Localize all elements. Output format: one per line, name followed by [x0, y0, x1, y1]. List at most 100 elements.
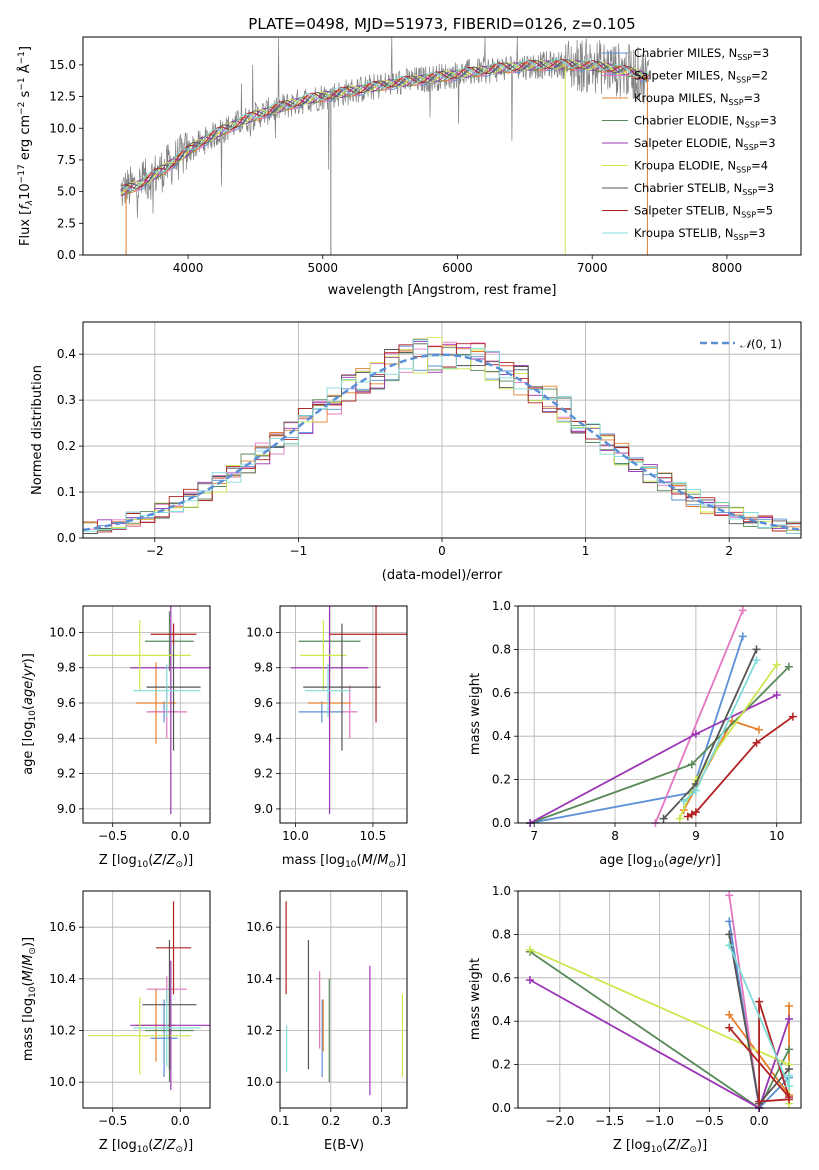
x-tick-label: 4000	[173, 261, 204, 275]
legend-entry-label: Kroupa MILES, NSSP=3	[634, 91, 760, 107]
plus-marker	[785, 1071, 794, 1080]
y-tick-label: 5.0	[57, 185, 76, 199]
y-tick-label: 9.0	[254, 802, 273, 816]
y-tick-label: 9.4	[254, 731, 273, 745]
plus-marker	[725, 941, 734, 950]
plus-marker	[691, 786, 700, 795]
x-tick-label: −1.5	[595, 1114, 624, 1128]
y-tick-label: 10.2	[246, 1024, 273, 1038]
plus-marker	[738, 632, 747, 641]
histogram-step	[82, 339, 802, 538]
plus-marker	[687, 760, 696, 769]
y-tick-label: 7.5	[57, 153, 76, 167]
spectrum-x-label: wavelength [Angstrom, rest frame]	[328, 283, 557, 298]
x-tick-label: 0.2	[321, 1114, 340, 1128]
weight-vs-metallicity-panel: −2.0 −1.5 −1.0 −0.5 0.0 0.0 0.2 0.4 0.6 0.8 1.0 Z …	[468, 884, 802, 1155]
x-tick-label: 7000	[577, 261, 608, 275]
model-spectrum-line	[120, 59, 649, 191]
y-tick-label: 9.2	[57, 767, 76, 781]
model-spectrum-line	[120, 58, 650, 189]
plus-marker	[755, 997, 764, 1006]
x-tick-label: −0.5	[695, 1114, 724, 1128]
plus-marker	[687, 810, 696, 819]
plus-marker	[785, 1015, 794, 1024]
plus-marker	[772, 690, 781, 699]
x-tick-label: −2.0	[545, 1114, 574, 1128]
x-tick-label: 6000	[442, 261, 473, 275]
plus-marker	[785, 1082, 794, 1091]
x-tick-label: −1	[290, 544, 308, 558]
plus-marker	[691, 730, 700, 739]
legend-entry-label: Salpeter MILES, NSSP=2	[634, 69, 768, 85]
x-tick-label: 2	[725, 544, 733, 558]
y-tick-label: 0.8	[492, 927, 511, 941]
y-tick-label: 12.5	[49, 90, 76, 104]
legend-entry-label: Chabrier STELIB, NSSP=3	[634, 181, 774, 197]
plus-marker	[525, 975, 534, 984]
weight-z-y-label: mass weight	[468, 958, 483, 1040]
plus-marker	[683, 812, 692, 821]
plus-marker	[788, 712, 797, 721]
y-tick-label: 2.5	[57, 216, 76, 230]
histogram-x-label: (data-model)/error	[382, 568, 503, 583]
y-tick-label: 9.6	[254, 696, 273, 710]
weight-vs-age-panel: 7 8 9 10 0.0 0.2 0.4 0.6 0.8 1.0 age [log10(age/y…	[468, 599, 802, 870]
plus-marker	[738, 606, 747, 615]
plus-marker	[725, 891, 734, 900]
spectrum-panel: PLATE=0498, MJD=51973, FIBERID=0126, z=0…	[17, 15, 802, 298]
y-tick-label: 0.6	[492, 971, 511, 985]
plus-marker	[785, 1002, 794, 1011]
x-tick-label: 10.5	[360, 829, 387, 843]
y-tick-label: 0.4	[492, 1014, 511, 1028]
plus-marker	[725, 930, 734, 939]
plus-marker	[785, 1045, 794, 1054]
y-tick-label: 10.0	[246, 1075, 273, 1089]
x-tick-label: 0.1	[270, 1114, 289, 1128]
plus-marker	[785, 1095, 794, 1104]
y-tick-label: 10.0	[49, 1075, 76, 1089]
plus-marker	[725, 1023, 734, 1032]
mass-ebv-axes-frame	[279, 890, 408, 1109]
mass-vs-extinction-panel: 0.1 0.2 0.3 10.0 10.2 10.4 10.6 E(B-V)	[246, 890, 408, 1153]
age-z-axes-frame	[82, 605, 211, 824]
y-tick-label: 0.4	[57, 347, 76, 361]
y-tick-label: 0.2	[57, 439, 76, 453]
mass-z-x-label: Z [log10(Z/Z⊙)]	[99, 1138, 193, 1155]
y-tick-label: 0.4	[492, 729, 511, 743]
y-tick-label: 0.3	[57, 393, 76, 407]
plus-marker	[784, 662, 793, 671]
plus-marker	[691, 808, 700, 817]
x-tick-label: −2	[146, 544, 164, 558]
y-tick-label: 0.2	[492, 773, 511, 787]
y-tick-label: 0.0	[492, 1101, 511, 1115]
x-tick-label: −0.5	[98, 829, 127, 843]
y-tick-label: 9.0	[57, 802, 76, 816]
age-mass-axes-frame	[279, 605, 408, 824]
plus-marker	[659, 814, 668, 823]
weight-age-x-label: age [log10(age/yr)]	[599, 853, 721, 870]
plus-marker	[725, 917, 734, 926]
x-tick-label: 5000	[308, 261, 339, 275]
x-tick-label: 9	[692, 829, 700, 843]
plus-marker	[754, 725, 763, 734]
plus-marker	[525, 945, 534, 954]
mass-vs-metallicity-panel: −0.5 0.010.010.210.410.6 Z [log10(Z/Z⊙)] …	[21, 890, 211, 1155]
y-tick-label: 0.1	[57, 485, 76, 499]
y-tick-label: 10.0	[246, 625, 273, 639]
x-tick-label: 0.0	[750, 1114, 769, 1128]
x-tick-label: 0.3	[372, 1114, 391, 1128]
x-tick-label: 0.0	[171, 829, 190, 843]
y-tick-label: 1.0	[492, 599, 511, 613]
y-tick-label: 0.6	[492, 686, 511, 700]
y-tick-label: 10.6	[246, 920, 273, 934]
legend-entry-label: Kroupa ELODIE, NSSP=4	[634, 159, 768, 175]
legend-entry-label: Salpeter STELIB, NSSP=5	[634, 204, 773, 220]
plus-marker	[752, 656, 761, 665]
y-tick-label: 10.0	[49, 121, 76, 135]
spectrum-y-label: Flux [fλ10−17 erg cm−2 s−1 Å−1]	[17, 46, 35, 246]
y-tick-label: 10.6	[49, 920, 76, 934]
x-tick-label: 0	[438, 544, 446, 558]
y-tick-label: 0.8	[492, 642, 511, 656]
mass-weight-series	[529, 694, 778, 824]
